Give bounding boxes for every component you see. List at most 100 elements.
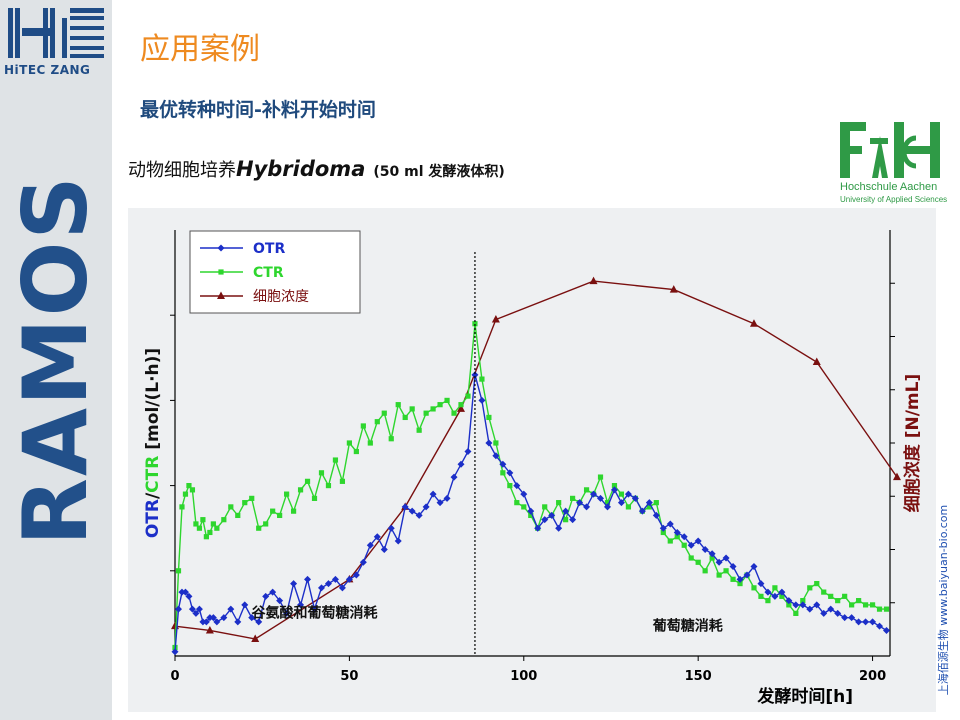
otr-point <box>645 499 653 507</box>
otr-point <box>436 499 444 507</box>
ctr-point <box>479 376 485 382</box>
otr-point <box>174 605 182 613</box>
slide-subtitle: 最优转种时间-补料开始时间 <box>140 99 376 121</box>
ctr-point <box>681 542 687 548</box>
otr-point <box>492 452 500 460</box>
caption-organism: Hybridoma <box>236 157 366 181</box>
otr-point <box>576 499 584 507</box>
ctr-point <box>779 593 785 599</box>
otr-point <box>457 460 465 468</box>
otr-point <box>827 605 835 613</box>
ctr-point <box>660 529 666 536</box>
ctr-point <box>270 508 276 514</box>
legend-label: OTR <box>253 241 285 257</box>
otr-point <box>195 605 203 613</box>
ctr-point <box>500 470 506 476</box>
ctr-point <box>189 487 196 493</box>
x-tick-label: 150 <box>685 669 712 684</box>
otr-point <box>715 558 723 566</box>
otr-point <box>241 601 249 609</box>
otr-point <box>422 503 430 511</box>
otr-point <box>262 592 270 600</box>
otr-point <box>290 580 298 588</box>
ctr-point <box>179 504 185 510</box>
fh-aachen-logo <box>840 122 940 178</box>
ctr-point <box>709 555 715 561</box>
ctr-point <box>430 406 436 412</box>
x-tick-label: 0 <box>170 669 179 684</box>
cell-conc-point <box>812 357 821 366</box>
otr-point <box>729 563 737 571</box>
ctr-point <box>807 585 813 591</box>
ctr-point <box>207 529 213 536</box>
ctr-point <box>395 402 401 408</box>
ctr-point <box>196 525 203 531</box>
otr-point <box>317 584 325 592</box>
ctr-point <box>263 521 269 527</box>
otr-point <box>471 371 479 379</box>
left-axis-label-part: OTR <box>143 499 163 538</box>
ctr-point <box>772 585 778 591</box>
ctr-point <box>284 491 290 497</box>
otr-point <box>283 609 291 617</box>
ctr-point <box>521 504 527 510</box>
otr-point <box>202 618 210 626</box>
cell-conc-point <box>205 625 214 634</box>
otr-point <box>415 511 423 519</box>
otr-point <box>401 503 409 511</box>
cell-conc-line <box>174 280 898 640</box>
ctr-point <box>374 419 380 425</box>
ctr-point <box>290 508 297 514</box>
otr-point <box>338 584 346 592</box>
ctr-point <box>583 487 590 493</box>
otr-point <box>255 618 263 626</box>
otr-point <box>883 626 891 634</box>
legend-item-ctr: CTR <box>200 265 284 281</box>
product-brand-vertical: RAMOS <box>0 174 112 546</box>
ctr-point <box>175 568 182 574</box>
ctr-point <box>737 580 743 587</box>
otr-point <box>736 575 744 583</box>
otr-point <box>771 592 779 600</box>
ctr-point <box>828 593 834 599</box>
ctr-point <box>625 504 632 510</box>
otr-point <box>297 601 305 609</box>
otr-point <box>464 448 472 456</box>
otr-point <box>862 618 870 626</box>
legend-label: CTR <box>253 265 284 281</box>
otr-point <box>478 396 486 404</box>
cell-conc-point <box>589 276 598 285</box>
otr-point <box>687 541 695 549</box>
ctr-point <box>514 500 520 506</box>
legend-ctr-point <box>218 269 224 275</box>
otr-point <box>610 486 618 494</box>
otr-point <box>562 507 570 515</box>
otr-point <box>311 605 319 613</box>
otr-point <box>778 588 786 596</box>
ctr-point <box>249 495 255 501</box>
otr-point <box>597 494 605 502</box>
ctr-point <box>346 440 352 446</box>
ctr-point <box>277 512 283 519</box>
ctr-point <box>856 598 862 604</box>
otr-point <box>792 601 800 609</box>
otr-point <box>506 469 514 477</box>
ctr-point <box>556 500 562 506</box>
x-tick-label: 100 <box>510 669 537 684</box>
otr-point <box>785 597 793 605</box>
left-axis-label-part: / <box>143 492 163 499</box>
ctr-point <box>437 402 443 408</box>
otr-point <box>429 490 437 498</box>
slide-title: 应用案例 <box>140 32 260 67</box>
ctr-point <box>318 470 325 476</box>
otr-point <box>583 503 591 511</box>
cell-conc-point <box>251 634 260 642</box>
left-axis-label-part: CTR <box>143 456 163 493</box>
ctr-point <box>203 534 209 540</box>
ctr-point <box>835 598 841 604</box>
otr-point <box>673 528 681 536</box>
otr-point <box>387 524 395 532</box>
ctr-point <box>360 423 366 429</box>
otr-point <box>855 618 863 626</box>
